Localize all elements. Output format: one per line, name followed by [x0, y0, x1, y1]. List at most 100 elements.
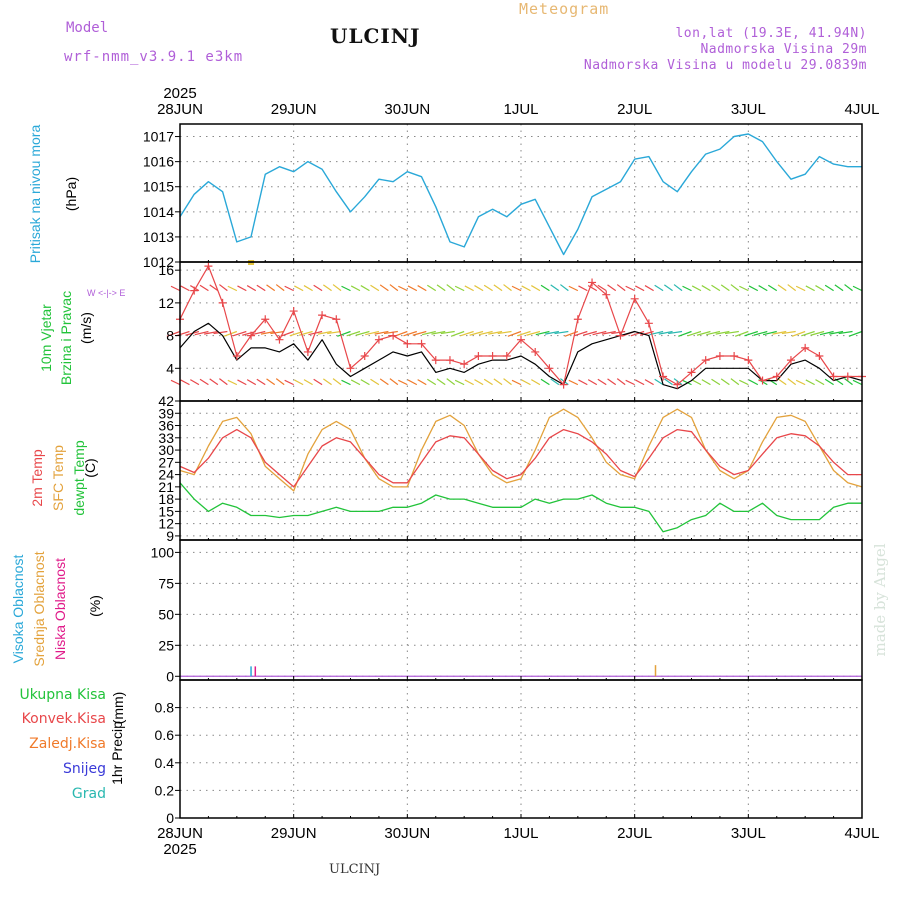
- wind-barb: [313, 284, 323, 292]
- wind-barb: [417, 285, 427, 292]
- wind-barb: [379, 284, 389, 292]
- wind-gust-marker: [517, 335, 525, 344]
- wind-barb: [346, 330, 361, 337]
- wind-barb: [739, 285, 749, 292]
- wind-barb: [175, 330, 190, 337]
- wind-barb: [493, 378, 503, 386]
- wind-gust-marker: [801, 343, 810, 352]
- legend-grad: Grad: [71, 786, 106, 802]
- y-tick-label: 1017: [143, 129, 174, 145]
- wind-barb: [488, 330, 503, 335]
- wind-barb: [696, 330, 711, 336]
- x-top-date-label: 29JUN: [271, 101, 317, 118]
- wind-barb: [691, 379, 702, 386]
- wind-barb: [313, 378, 323, 386]
- wind-barb: [815, 379, 825, 386]
- y-tick-label: 0: [166, 668, 174, 684]
- wind-barb: [398, 379, 408, 386]
- wind-barb: [540, 378, 550, 386]
- wind-barb: [801, 330, 815, 337]
- meteogram-title: Meteogram: [519, 0, 610, 18]
- wind-barb: [824, 378, 834, 386]
- wind-barb: [284, 379, 294, 386]
- wind-barb: [734, 330, 749, 337]
- y-tick-label: 50: [158, 606, 174, 622]
- y-tick-label: 25: [158, 637, 174, 653]
- wind-barb: [664, 378, 673, 386]
- wind-barb: [170, 285, 181, 292]
- wind-barb: [805, 285, 815, 292]
- legend-zaledj-kisa: Zaledj.Kisa: [29, 736, 106, 752]
- wind-barb: [469, 330, 484, 336]
- wind-barb: [483, 378, 493, 386]
- x-top-date-label: 28JUN: [157, 101, 203, 118]
- wind-gust-marker: [374, 335, 383, 344]
- wind-barb: [246, 379, 257, 386]
- wind-barb: [337, 330, 351, 337]
- wind-barb: [280, 330, 294, 337]
- wind-barb: [844, 284, 853, 292]
- wind-barb: [844, 378, 853, 386]
- wind-gust-marker: [715, 352, 724, 361]
- wind-gust-marker: [502, 352, 511, 361]
- y-tick-label: 0.4: [155, 755, 175, 771]
- wind-barb: [550, 284, 560, 292]
- wind-barb: [464, 285, 474, 292]
- wind-barb: [824, 284, 834, 292]
- wind-gust-marker: [744, 356, 753, 365]
- wind-barb: [383, 330, 398, 335]
- compass-label: W <-|-> E: [87, 288, 125, 298]
- wind-barb: [213, 330, 228, 335]
- wind-barb: [787, 378, 797, 386]
- wind-barb: [724, 330, 739, 335]
- wind-barb: [454, 379, 465, 386]
- temp2m-line: [179, 428, 862, 488]
- wind-barb: [664, 284, 673, 292]
- wind-barb: [673, 284, 683, 292]
- wind-barb: [427, 284, 437, 292]
- wind-barb: [777, 378, 787, 386]
- x-top-date-label: 4JUL: [844, 101, 879, 118]
- y-tick-label: 12: [158, 295, 174, 311]
- wind-gust-marker: [730, 352, 739, 361]
- wind-barb: [209, 378, 219, 386]
- wind-barb: [644, 379, 654, 386]
- model-elevation-text: Nadmorska Visina u modelu 29.0839m: [583, 58, 867, 73]
- wind-barb: [256, 284, 266, 292]
- y-tick-label: 21: [158, 479, 174, 495]
- wind-barb: [625, 379, 635, 386]
- wind-barb: [412, 330, 427, 336]
- wind-barb: [270, 330, 285, 335]
- wind-barb: [516, 330, 531, 337]
- wind-barb: [607, 284, 617, 292]
- wind-barb: [180, 285, 190, 292]
- wind-gust-marker: [701, 356, 710, 365]
- wind-barb: [170, 379, 181, 386]
- wind-barb: [535, 330, 550, 336]
- wind-gust-marker: [261, 315, 270, 324]
- wind-barb: [219, 284, 228, 292]
- wind-barb: [450, 330, 465, 337]
- y-tick-label: 15: [158, 503, 174, 519]
- wind-barb: [748, 285, 759, 292]
- x-top-date-label: 30JUN: [384, 101, 430, 118]
- wind-barb: [436, 284, 446, 292]
- x-top-date-label: 2JUL: [617, 101, 652, 118]
- wind-gust-marker: [417, 339, 426, 348]
- wind-barb: [493, 284, 503, 292]
- wind-barb: [478, 330, 493, 336]
- y-tick-label: 1013: [143, 229, 174, 245]
- wind-barb: [810, 330, 825, 336]
- wind-barb: [389, 378, 399, 386]
- wind-gust-marker: [531, 347, 540, 356]
- wind-gust-marker: [318, 311, 327, 320]
- wind-barb: [232, 330, 247, 337]
- x-top-date-label: 1JUL: [503, 101, 538, 118]
- wind-gust-marker: [403, 339, 412, 348]
- wind-barb: [317, 330, 332, 335]
- wind-gust-marker: [289, 307, 298, 316]
- wind-barb: [848, 330, 863, 337]
- x-top-year-label: 2025: [163, 85, 196, 102]
- wind-barb: [668, 330, 683, 335]
- wind-barb: [294, 285, 304, 292]
